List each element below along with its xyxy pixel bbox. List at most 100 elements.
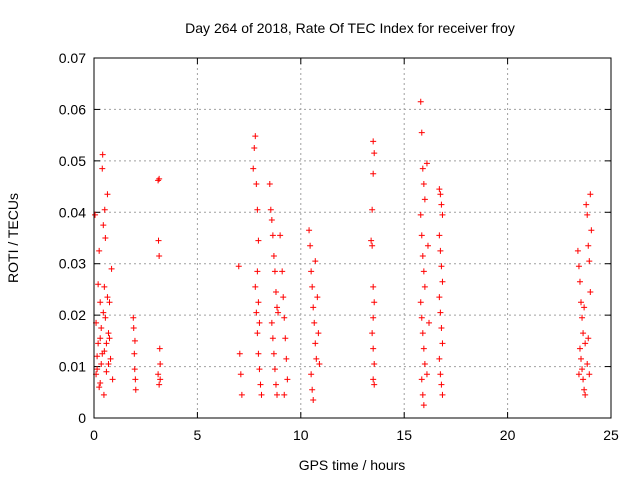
data-point <box>437 371 444 378</box>
data-point <box>279 268 286 275</box>
data-point <box>94 353 101 360</box>
data-point <box>581 386 588 393</box>
data-point <box>98 361 105 367</box>
data-point <box>436 294 443 301</box>
data-point <box>274 304 281 311</box>
data-point <box>252 283 259 290</box>
data-point <box>579 314 586 321</box>
data-point <box>268 217 275 223</box>
data-point <box>371 299 378 306</box>
data-point <box>96 384 103 391</box>
y-tick-label: 0 <box>78 410 86 426</box>
data-point <box>370 376 377 383</box>
data-point <box>97 299 104 306</box>
data-point <box>437 309 444 316</box>
data-point <box>423 160 430 167</box>
data-point <box>281 314 288 321</box>
data-point <box>275 309 282 316</box>
data-point <box>419 391 426 398</box>
data-point <box>252 133 259 140</box>
data-point <box>426 319 433 326</box>
data-point <box>155 237 162 244</box>
data-point <box>418 232 425 239</box>
data-point <box>131 350 138 357</box>
data-point <box>235 263 242 270</box>
data-point <box>585 335 592 342</box>
data-point <box>578 355 585 362</box>
data-point <box>97 335 104 342</box>
data-point <box>105 330 112 337</box>
data-point <box>438 381 445 388</box>
data-point <box>255 299 262 306</box>
data-point <box>587 289 594 295</box>
data-point <box>236 350 243 357</box>
y-tick-label: 0.07 <box>59 50 86 66</box>
data-point <box>417 211 424 218</box>
data-point <box>370 345 377 352</box>
data-point <box>586 371 593 378</box>
data-point <box>418 376 425 383</box>
data-point <box>256 319 263 326</box>
data-point <box>131 337 138 344</box>
plot-frame <box>93 57 612 419</box>
data-point <box>269 232 276 239</box>
data-point <box>438 201 445 208</box>
data-point <box>254 268 261 275</box>
grid <box>94 58 611 418</box>
y-axis-label: ROTI / TECUs <box>5 193 21 283</box>
data-point <box>574 247 581 254</box>
data-point <box>420 345 427 352</box>
data-point <box>585 242 592 249</box>
data-point <box>109 376 116 383</box>
data-point <box>107 355 114 362</box>
data-point <box>419 253 426 259</box>
data-point <box>575 263 582 270</box>
data-point <box>271 268 278 275</box>
data-point <box>271 366 278 373</box>
data-point <box>582 340 589 347</box>
data-point <box>258 391 265 398</box>
data-point <box>104 294 111 301</box>
data-point <box>420 268 427 275</box>
data-point <box>255 350 262 357</box>
data-point <box>316 361 323 367</box>
data-point <box>417 98 424 105</box>
data-point <box>97 380 104 387</box>
data-point <box>371 361 378 367</box>
y-tick-label: 0.05 <box>59 153 86 169</box>
data-point <box>250 165 257 172</box>
data-point <box>101 283 108 290</box>
data-point <box>308 371 315 378</box>
data-point <box>156 175 163 182</box>
data-point <box>108 265 115 272</box>
x-tick-label: 5 <box>194 427 202 443</box>
data-point <box>313 355 320 362</box>
data-point <box>272 289 279 295</box>
data-point <box>421 196 428 203</box>
data-point <box>418 314 425 321</box>
data-point <box>130 325 137 331</box>
data-point <box>156 253 163 259</box>
data-point <box>253 181 260 187</box>
data-point <box>253 309 260 316</box>
data-point <box>420 402 427 409</box>
data-point <box>104 191 111 198</box>
data-point <box>438 325 445 331</box>
x-tick-label: 10 <box>293 427 309 443</box>
data-point <box>156 345 163 352</box>
data-point <box>274 391 281 398</box>
data-point <box>576 278 583 285</box>
data-point <box>439 391 446 398</box>
y-tick-label: 0.01 <box>59 359 86 375</box>
data-point <box>439 278 446 285</box>
data-point <box>584 361 591 367</box>
data-point <box>314 294 321 301</box>
data-point <box>132 386 139 393</box>
y-tick-label: 0.02 <box>59 307 86 323</box>
data-point <box>103 340 110 347</box>
data-point <box>254 206 261 213</box>
data-point <box>436 232 443 239</box>
tick-labels: 0 0.01 0.02 0.03 0.04 0.05 0.06 0.07 0 5 10 15 20 25 <box>59 50 619 443</box>
data-point <box>266 181 273 187</box>
data-point <box>157 376 164 383</box>
